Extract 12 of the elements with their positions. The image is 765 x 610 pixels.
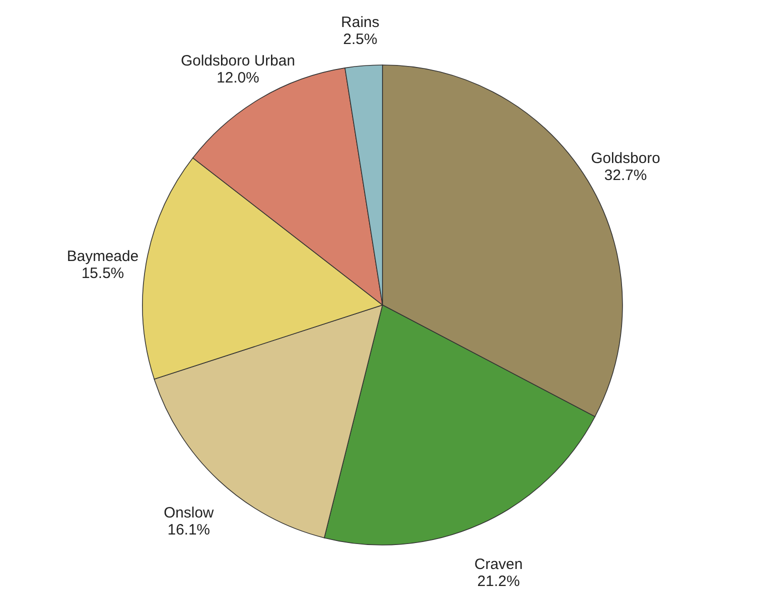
data-label: 16.1% <box>167 522 210 539</box>
slice-label: Goldsboro Urban <box>180 52 296 70</box>
slice-label: Baymeade <box>66 248 139 266</box>
data-label: 15.5% <box>81 265 124 282</box>
data-label: 32.7% <box>604 167 647 184</box>
slice-label: Rains <box>341 14 380 31</box>
data-label: 21.2% <box>477 573 520 590</box>
data-label: 2.5% <box>343 30 378 48</box>
slice-label: Onslow <box>164 504 214 522</box>
slice-label: Goldsboro <box>590 150 660 168</box>
slice-label: Craven <box>474 556 523 574</box>
data-label: 12.0% <box>216 70 260 87</box>
